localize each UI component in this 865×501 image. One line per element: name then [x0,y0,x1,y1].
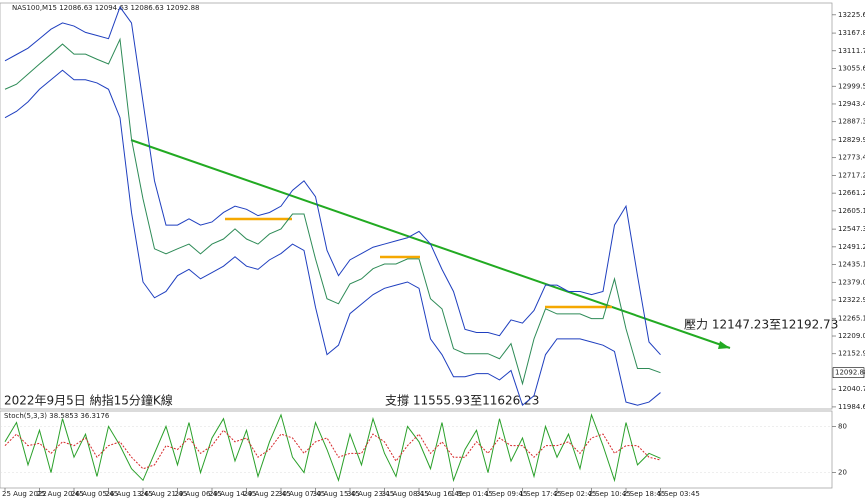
x-tick-label: 1 Sep 17:45 [520,490,562,498]
resistance-note: 壓力 12147.23至12192.73 [684,318,838,332]
y-tick-label: 12829.90 [838,136,865,144]
y-tick-label: 12152.90 [838,350,865,358]
x-tick-label: 29 Aug 22:45 [244,490,291,498]
y-tick-label: 12435.10 [838,261,865,269]
y-tick-label: 12773.40 [838,154,865,162]
series-line [4,69,661,407]
y-tick-label: 12717.25 [838,171,865,179]
x-tick-label: 2 Sep 18:45 [623,490,665,498]
x-tick-label: 5 Sep 03:45 [658,490,700,498]
chart-title: 2022年9月5日 納指15分鐘K線 [4,393,173,408]
x-tick-label: 29 Aug 06:45 [175,490,222,498]
x-tick-label: 26 Aug 21:45 [140,490,187,498]
price-panel [0,2,833,410]
y-tick-label: 20 [838,469,847,477]
x-tick-label: 2 Sep 02:45 [554,490,596,498]
y-tick-label: 12943.45 [838,100,865,108]
y-tick-label: 12661.20 [838,189,865,197]
x-tick-label: 30 Aug 07:45 [278,490,325,498]
y-tick-label: 12265.10 [838,314,865,322]
x-tick-label: 25 Aug 2022 [2,490,47,498]
y-tick-label: 12322.90 [838,296,865,304]
x-tick-label: 30 Aug 23:45 [347,490,394,498]
support-note: 支撐 11555.93至11626.23 [385,394,539,408]
y-tick-label: 13055.60 [838,65,865,73]
x-tick-label: 31 Aug 16:45 [416,490,463,498]
series-line [4,37,661,386]
y-tick-label: 12887.30 [838,118,865,126]
price-tag [832,367,865,379]
y-tick-label: 12605.10 [838,207,865,215]
x-tick-label: 26 Aug 13:45 [106,490,153,498]
y-tick-label: 80 [838,422,847,430]
x-tick-label: 2 Sep 10:45 [589,490,631,498]
x-tick-label: 25 Aug 20:45 [37,490,84,498]
stoch-panel [0,410,833,489]
y-tick-label: 12040.70 [838,385,865,393]
trend-arrow [718,341,730,349]
x-tick-label: 26 Aug 05:45 [71,490,118,498]
x-tick-label: 1 Sep 09:45 [485,490,527,498]
y-tick-label: 12379.00 [838,278,865,286]
y-tick-label: 11984.60 [838,403,865,411]
y-tick-label: 12491.20 [838,243,865,251]
y-tick-label: 13167.80 [838,29,865,37]
y-tick-label: 12547.35 [838,225,865,233]
stoch-label: Stoch(5,3,3) 38.5853 36.3176 [4,412,110,420]
series-line [4,413,661,483]
series-line [4,429,661,470]
y-tick-label: 12999.50 [838,82,865,90]
header: NAS100,M15 12086.63 12094.63 12086.63 12… [12,4,200,12]
y-tick-label: 13111.75 [838,47,865,55]
y-tick-label: 12209.00 [838,332,865,340]
y-tick-label: 13225.60 [838,11,865,19]
x-tick-label: 29 Aug 14:45 [209,490,256,498]
x-tick-label: 31 Aug 08:45 [382,490,429,498]
x-tick-label: 1 Sep 01:45 [451,490,493,498]
price-tag-label: 12092.88 [835,369,865,377]
series-line [4,6,661,355]
x-tick-label: 30 Aug 15:45 [313,490,360,498]
